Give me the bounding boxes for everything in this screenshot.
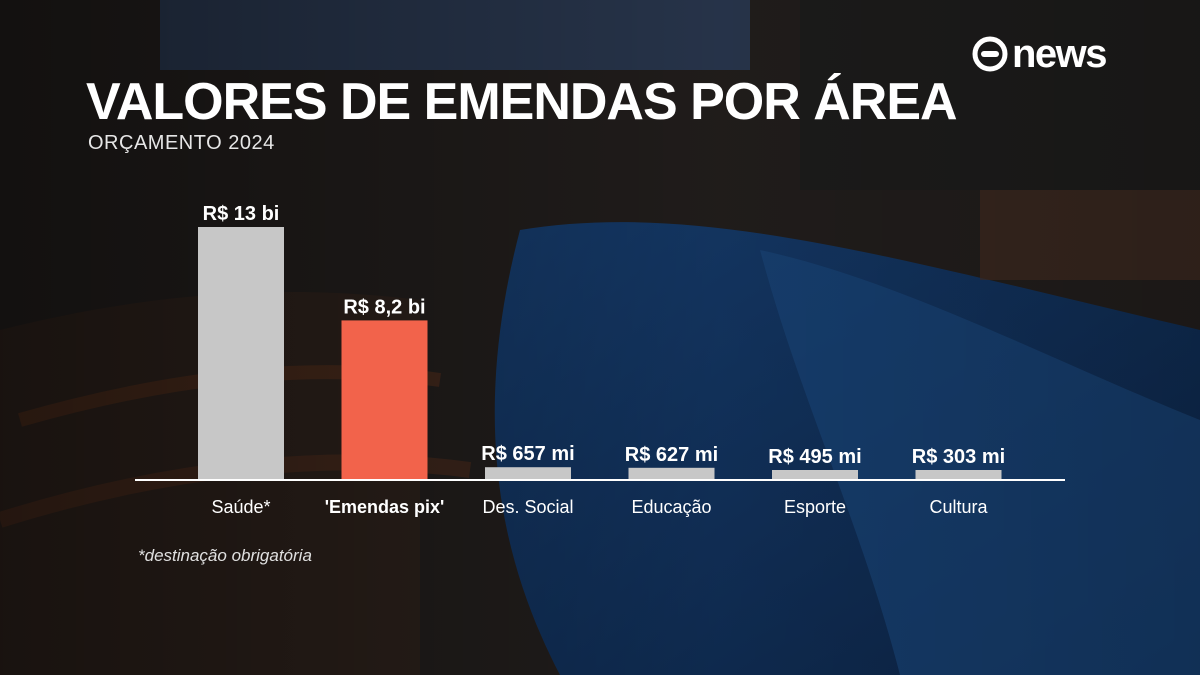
category-label-1: 'Emendas pix' — [325, 497, 445, 517]
chart-subtitle: ORÇAMENTO 2024 — [88, 132, 275, 154]
value-label-5: R$ 303 mi — [912, 446, 1005, 468]
bar-3 — [628, 467, 715, 480]
value-label-2: R$ 657 mi — [481, 443, 574, 465]
bar-5 — [915, 470, 1002, 480]
value-label-3: R$ 627 mi — [625, 444, 718, 466]
value-label-1: R$ 8,2 bi — [343, 296, 425, 318]
bar-1 — [341, 320, 428, 480]
value-label-0: R$ 13 bi — [203, 203, 280, 225]
category-label-3: Educação — [631, 497, 711, 517]
category-label-4: Esporte — [784, 497, 846, 517]
category-label-2: Des. Social — [482, 497, 573, 517]
bar-4 — [772, 470, 858, 480]
bar-0 — [198, 227, 284, 480]
chart-title: VALORES DE EMENDAS POR ÁREA — [86, 73, 958, 131]
logo-text: news — [1012, 32, 1108, 76]
bar-2 — [485, 467, 571, 480]
brand-logo: news — [972, 32, 1108, 76]
value-label-4: R$ 495 mi — [768, 446, 861, 468]
category-label-5: Cultura — [929, 497, 988, 517]
globo-circle-icon — [972, 36, 1008, 72]
category-label-0: Saúde* — [211, 497, 270, 517]
footnote: *destinação obrigatória — [138, 546, 312, 565]
